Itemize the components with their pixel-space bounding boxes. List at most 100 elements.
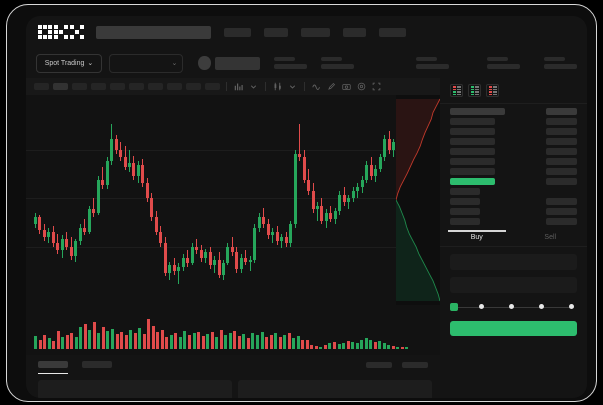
slider-step-dot[interactable] bbox=[539, 304, 544, 309]
order-book-row[interactable] bbox=[440, 216, 587, 226]
orderbook-mode-buy-icon[interactable] bbox=[468, 84, 481, 97]
tab-sell[interactable]: Sell bbox=[544, 234, 557, 241]
volume-bar bbox=[237, 335, 241, 349]
camera-icon[interactable] bbox=[341, 81, 352, 92]
candle-wick bbox=[84, 218, 86, 236]
order-book-amount bbox=[546, 127, 577, 135]
amount-percent-slider[interactable] bbox=[450, 303, 577, 312]
orderbook-mode-switcher bbox=[440, 78, 587, 103]
volume-bar bbox=[174, 332, 178, 349]
timeframe-button[interactable] bbox=[148, 83, 163, 90]
candle-body bbox=[83, 228, 87, 232]
trading-pair-select[interactable]: ⌄ bbox=[109, 53, 184, 73]
timeframe-button[interactable] bbox=[186, 83, 201, 90]
search-input[interactable] bbox=[96, 25, 211, 39]
candle-body bbox=[316, 205, 319, 210]
order-book-row[interactable] bbox=[440, 196, 587, 206]
chevron-down-icon[interactable] bbox=[287, 81, 298, 92]
candle-body bbox=[307, 179, 311, 191]
volume-bar bbox=[364, 338, 368, 349]
timeframe-button[interactable] bbox=[34, 83, 49, 90]
nav-link-1[interactable] bbox=[224, 27, 251, 37]
order-book-row[interactable] bbox=[440, 156, 587, 166]
volume-bar bbox=[265, 336, 269, 349]
order-book-row[interactable] bbox=[440, 146, 587, 156]
order-book-row[interactable] bbox=[440, 116, 587, 126]
bottom-tab-2[interactable] bbox=[82, 361, 112, 368]
bottom-action-1[interactable] bbox=[366, 361, 392, 368]
candle-body bbox=[190, 246, 194, 264]
toolbar-divider bbox=[304, 82, 305, 91]
stat-value bbox=[487, 64, 520, 69]
order-book-row[interactable] bbox=[440, 126, 587, 136]
bottom-panel-2[interactable] bbox=[238, 380, 432, 398]
timeframe-button[interactable] bbox=[205, 83, 220, 90]
order-book-amount bbox=[546, 157, 577, 165]
fullscreen-icon[interactable] bbox=[371, 81, 382, 92]
order-book-row[interactable] bbox=[440, 176, 587, 186]
order-book-row[interactable] bbox=[440, 166, 587, 176]
settings-icon[interactable] bbox=[356, 81, 367, 92]
order-book-price bbox=[450, 157, 495, 165]
volume-bar bbox=[88, 329, 92, 349]
timeframe-button[interactable] bbox=[167, 83, 182, 90]
timeframe-button[interactable] bbox=[53, 83, 68, 90]
chevron-down-icon[interactable] bbox=[248, 81, 259, 92]
toolbar-divider bbox=[265, 82, 266, 91]
nav-link-5[interactable] bbox=[379, 27, 406, 37]
line-wave-icon[interactable] bbox=[311, 81, 322, 92]
orderbook-mode-sell-icon[interactable] bbox=[486, 84, 499, 97]
bar-chart-icon[interactable] bbox=[233, 81, 244, 92]
candle-body bbox=[275, 231, 279, 242]
timeframe-button[interactable] bbox=[72, 83, 87, 90]
candle-body bbox=[320, 205, 324, 221]
volume-bar bbox=[246, 337, 250, 349]
volume-bar bbox=[296, 335, 300, 349]
timeframe-button[interactable] bbox=[91, 83, 106, 90]
candle-body bbox=[378, 157, 382, 169]
price-field[interactable] bbox=[450, 254, 577, 270]
orderbook-mode-both-icon[interactable] bbox=[450, 84, 463, 97]
tab-buy[interactable]: Buy bbox=[440, 230, 514, 246]
avatar[interactable] bbox=[198, 56, 211, 70]
amount-field[interactable] bbox=[450, 277, 577, 293]
volume-bar bbox=[183, 330, 187, 349]
pencil-icon[interactable] bbox=[326, 81, 337, 92]
slider-step-dot[interactable] bbox=[569, 304, 574, 309]
timeframe-button[interactable] bbox=[110, 83, 125, 90]
nav-link-4[interactable] bbox=[343, 27, 366, 37]
slider-step-dot[interactable] bbox=[509, 304, 514, 309]
timeframe-button[interactable] bbox=[129, 83, 144, 90]
bottom-panel-1[interactable] bbox=[38, 380, 232, 398]
candle-body bbox=[280, 237, 284, 242]
order-book-row[interactable] bbox=[440, 186, 587, 196]
slider-step-dot[interactable] bbox=[479, 304, 484, 309]
candle-wick bbox=[93, 198, 95, 217]
order-book-amount bbox=[546, 217, 577, 225]
bottom-action-2[interactable] bbox=[402, 361, 428, 368]
candlestick-chart[interactable] bbox=[26, 95, 440, 305]
nav-link-3[interactable] bbox=[301, 27, 330, 37]
order-book-row[interactable] bbox=[440, 206, 587, 216]
candle-body bbox=[65, 239, 69, 247]
bottom-tab-1[interactable] bbox=[38, 361, 68, 374]
candlestick-icon[interactable] bbox=[272, 81, 283, 92]
submit-order-button[interactable] bbox=[450, 321, 577, 336]
candle-body bbox=[128, 162, 131, 167]
volume-bar bbox=[197, 331, 201, 349]
order-book-price bbox=[450, 127, 495, 135]
candle-body bbox=[154, 216, 158, 232]
candle-body bbox=[150, 198, 154, 217]
order-book-row[interactable] bbox=[440, 106, 587, 116]
volume-bar bbox=[106, 330, 110, 349]
candle-wick bbox=[299, 123, 301, 162]
nav-link-2[interactable] bbox=[264, 27, 288, 37]
slider-handle[interactable] bbox=[450, 303, 458, 311]
volume-bar bbox=[219, 330, 223, 349]
candle-wick bbox=[178, 263, 180, 284]
order-book-row[interactable] bbox=[440, 136, 587, 146]
okx-logo-icon[interactable] bbox=[38, 25, 84, 39]
volume-bar bbox=[314, 345, 318, 349]
spot-trading-selector[interactable]: Spot Trading ⌄ bbox=[36, 53, 102, 73]
